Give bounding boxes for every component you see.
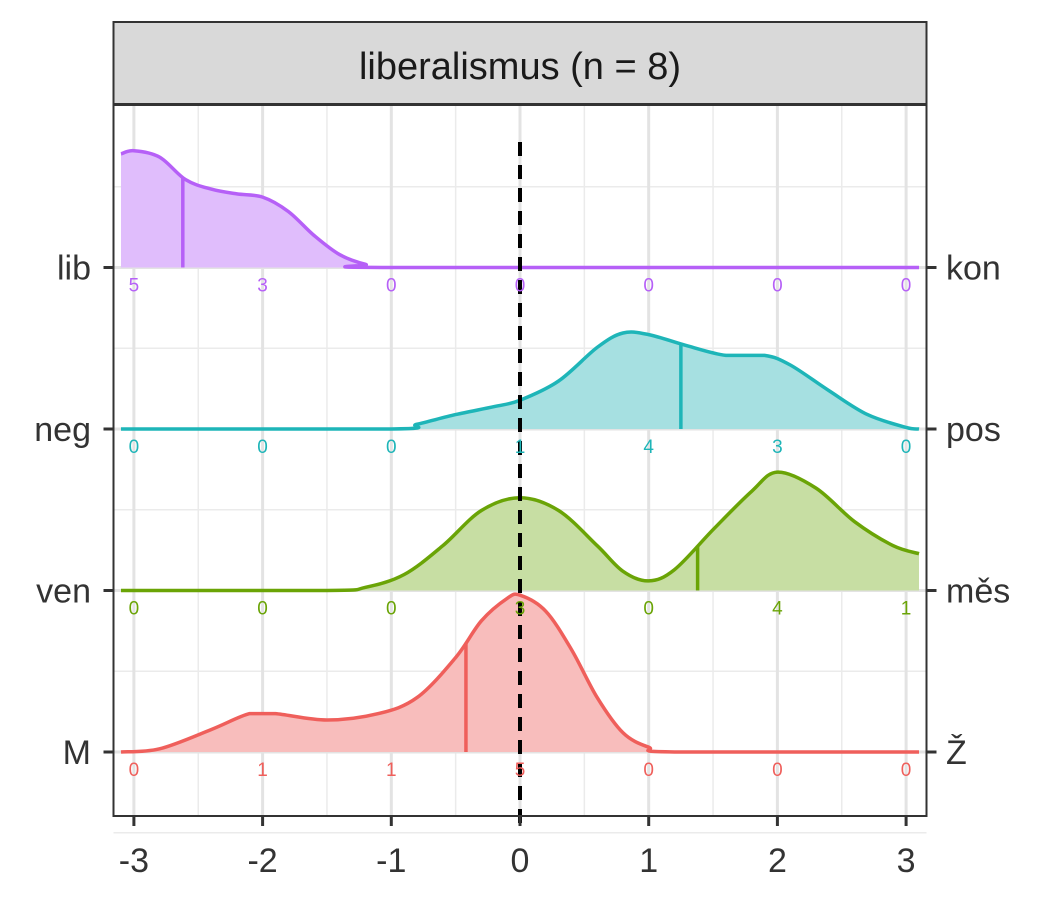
count-label: 1 bbox=[386, 760, 397, 781]
count-label: 5 bbox=[515, 760, 526, 781]
x-tick-label: 2 bbox=[768, 842, 787, 880]
y-label-right: kon bbox=[946, 250, 1001, 288]
count-label: 0 bbox=[772, 760, 783, 781]
x-tick-label: 3 bbox=[897, 842, 916, 880]
count-label: 3 bbox=[515, 599, 526, 620]
count-label: 0 bbox=[901, 437, 912, 458]
x-axis: -3 -2 -1 0 1 2 3 bbox=[119, 816, 916, 880]
x-tick-label: -3 bbox=[119, 842, 149, 880]
count-label: 1 bbox=[901, 599, 912, 620]
ridge-line bbox=[120, 592, 919, 754]
ridge-neg bbox=[120, 330, 920, 431]
count-label: 0 bbox=[386, 276, 397, 297]
y-label-right: Ž bbox=[946, 734, 967, 772]
count-label: 1 bbox=[257, 760, 268, 781]
count-label: 3 bbox=[257, 276, 268, 297]
count-label: 5 bbox=[129, 276, 140, 297]
count-label: 0 bbox=[257, 599, 268, 620]
ridge-area bbox=[121, 332, 919, 429]
x-tick-label: 1 bbox=[639, 842, 658, 880]
ridge-line bbox=[120, 330, 920, 431]
facet-strip bbox=[112, 21, 928, 105]
count-label: 3 bbox=[772, 437, 783, 458]
count-label: 0 bbox=[129, 599, 140, 620]
count-label: 4 bbox=[643, 437, 654, 458]
count-label: 0 bbox=[643, 760, 654, 781]
count-label: 0 bbox=[257, 437, 268, 458]
ridge-ven bbox=[121, 470, 920, 593]
count-label: 0 bbox=[386, 599, 397, 620]
x-tick-label: -1 bbox=[376, 842, 406, 880]
y-label-right: měs bbox=[946, 573, 1010, 611]
x-tick-label: -2 bbox=[247, 842, 277, 880]
count-label: 0 bbox=[386, 437, 397, 458]
y-label-left: lib bbox=[57, 250, 91, 288]
x-tick-label: 0 bbox=[511, 842, 530, 880]
count-label: 0 bbox=[643, 599, 654, 620]
y-label-left: M bbox=[63, 734, 91, 772]
ridge-line bbox=[120, 148, 919, 270]
facet-title: liberalismus (n = 8) bbox=[359, 46, 681, 88]
count-labels: 5 3 0 0 0 0 0 0 0 0 1 4 3 0 0 0 0 3 0 4 1 0 1 1 5 0 0 0 bbox=[129, 276, 912, 782]
y-label-left: ven bbox=[36, 573, 91, 611]
ridge-lib bbox=[120, 148, 919, 270]
count-label: 0 bbox=[901, 760, 912, 781]
count-label: 0 bbox=[129, 760, 140, 781]
count-label: 0 bbox=[643, 276, 654, 297]
y-axis-left: lib neg ven M bbox=[34, 250, 114, 772]
ridge-line bbox=[121, 470, 920, 593]
ridge-area bbox=[121, 472, 919, 591]
count-label: 0 bbox=[129, 437, 140, 458]
ridge-area bbox=[121, 150, 919, 268]
count-label: 4 bbox=[772, 599, 783, 620]
count-label: 0 bbox=[772, 276, 783, 297]
count-label: 0 bbox=[901, 276, 912, 297]
count-label: 1 bbox=[515, 437, 526, 458]
y-label-left: neg bbox=[34, 411, 91, 449]
y-label-right: pos bbox=[946, 411, 1001, 449]
y-axis-right: kon pos měs Ž bbox=[926, 250, 1010, 772]
count-label: 0 bbox=[515, 276, 526, 297]
